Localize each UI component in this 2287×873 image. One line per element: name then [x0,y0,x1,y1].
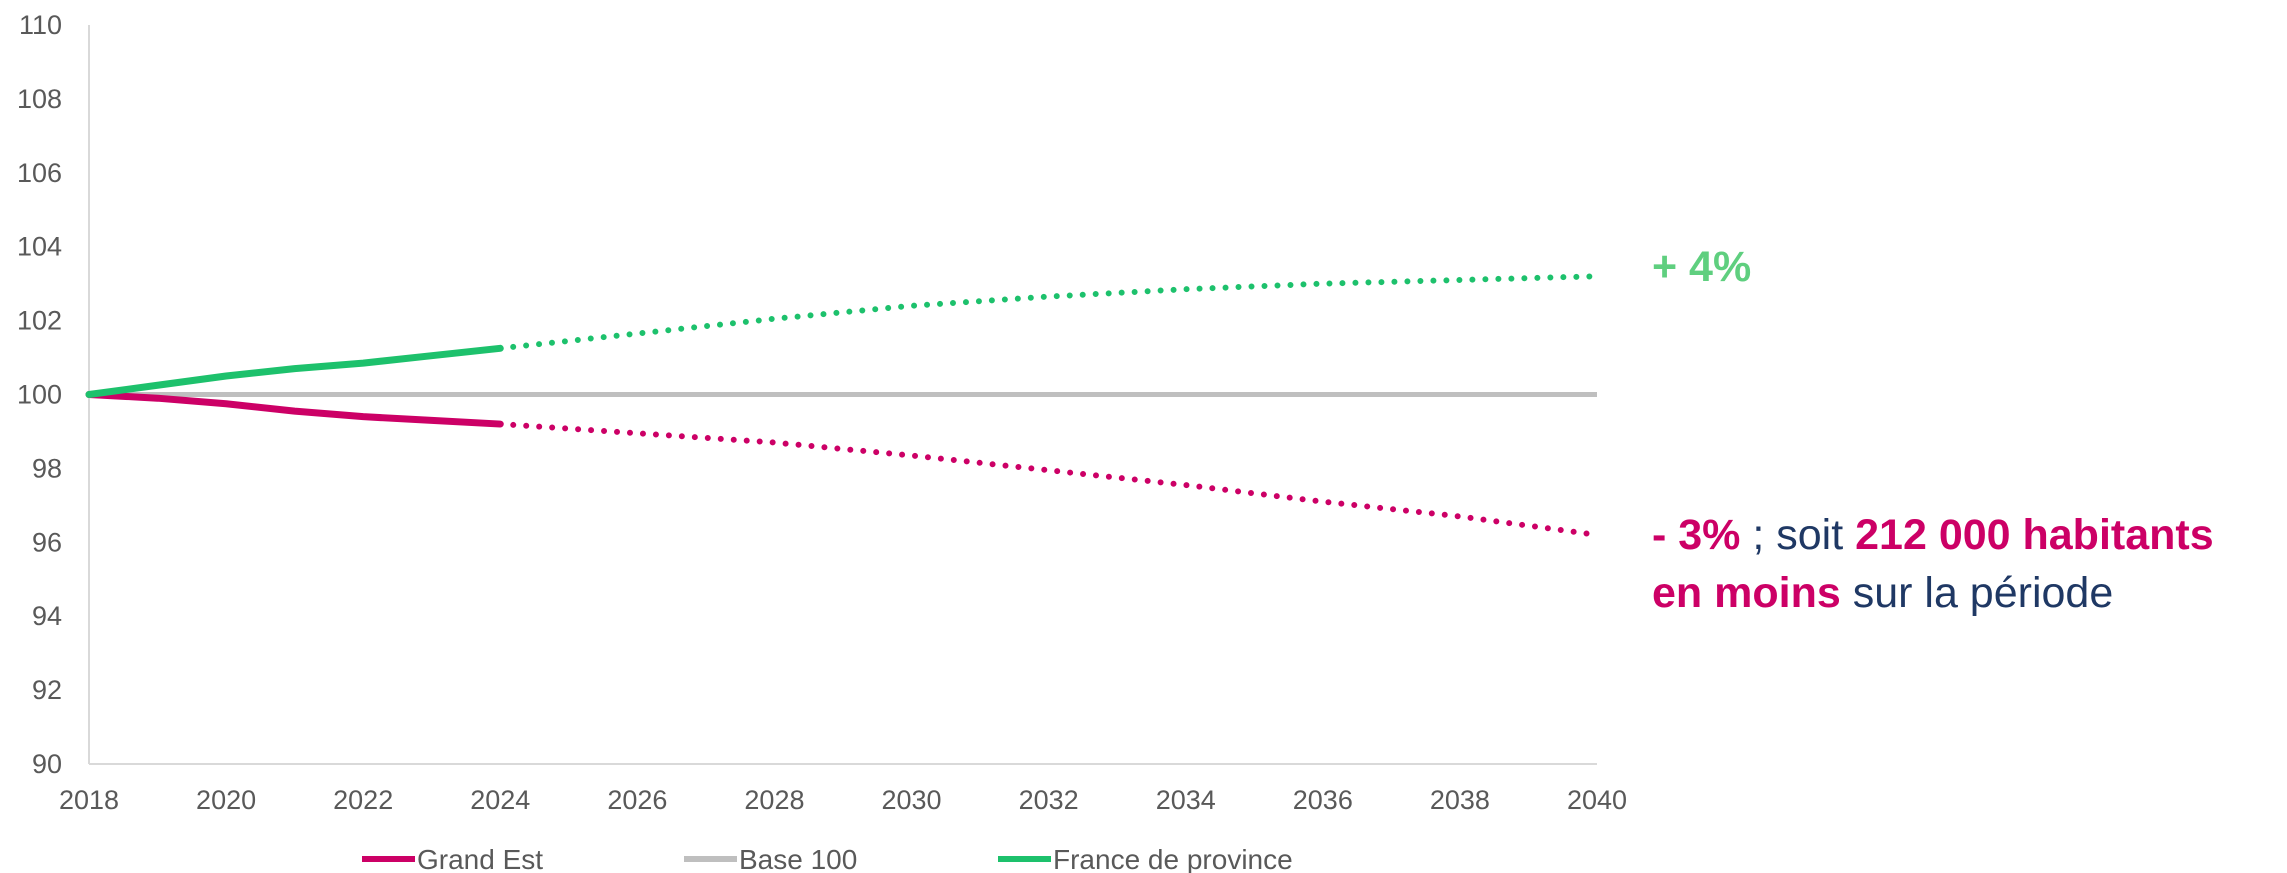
annotation-france-de-province: + 4% [1652,238,1751,296]
x-tick-label: 2024 [470,785,530,815]
series-line-france-de-province-historical [85,344,504,398]
y-tick-label: 104 [17,232,62,262]
legend-item-base-100: Base 100 [684,844,857,873]
annotation-red-periode: sur la période [1840,569,2114,617]
x-tick-label: 2022 [333,785,393,815]
series-lines [85,273,1600,538]
y-tick-label: 98 [32,453,62,483]
x-tick-label: 2026 [607,785,667,815]
legend-label: Grand Est [417,844,543,873]
annotation-red-soit: ; soit [1740,511,1856,559]
annotation-red-en-moins: en moins [1652,569,1841,617]
x-tick-label: 2038 [1430,785,1490,815]
legend-label: France de province [1053,844,1293,873]
x-axis-ticks: 2018 2020 2022 2024 2026 2028 2030 2032 2034 2036… [59,785,1627,815]
series-line-grand-est-historical [85,391,504,428]
x-tick-label: 2028 [744,785,804,815]
y-tick-label: 94 [32,601,62,631]
y-tick-label: 102 [17,306,62,336]
annotation-red-pct: - 3% [1652,511,1741,559]
y-tick-label: 100 [17,380,62,410]
y-tick-label: 110 [19,10,62,40]
y-tick-label: 106 [17,158,62,188]
legend-item-grand-est: Grand Est [362,844,543,873]
x-tick-label: 2030 [882,785,942,815]
annotation-red-habitants: 212 000 habitants [1855,511,2214,559]
x-tick-label: 2036 [1293,785,1353,815]
y-tick-label: 96 [32,527,62,557]
x-tick-label: 2040 [1567,785,1627,815]
series-line-france-de-province-projection [497,273,1600,352]
x-tick-label: 2034 [1156,785,1216,815]
x-tick-label: 2032 [1019,785,1079,815]
y-tick-label: 90 [32,749,62,779]
annotation-green-text: + 4% [1652,243,1752,291]
y-tick-label: 92 [32,675,62,705]
legend-item-france-de-province: France de province [998,844,1293,873]
x-tick-label: 2020 [196,785,256,815]
y-tick-label: 108 [17,84,62,114]
legend: Grand Est Base 100 France de province [362,844,1293,873]
annotation-grand-est: - 3% ; soit 212 000 habitants en moins s… [1652,506,2214,622]
series-line-grand-est-projection [497,421,1600,538]
y-axis-ticks: 110 108 106 104 102 100 98 96 94 92 90 [17,10,62,779]
x-tick-label: 2018 [59,785,119,815]
legend-label: Base 100 [739,844,857,873]
